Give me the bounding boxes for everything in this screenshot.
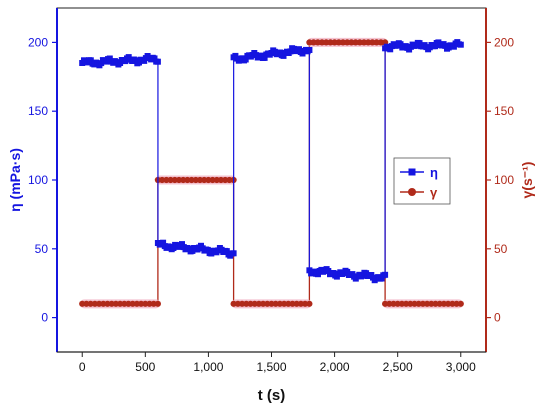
eta-point <box>204 246 211 253</box>
legend-gamma-label: γ <box>430 185 438 200</box>
eta-point <box>87 57 94 64</box>
left-tick-label: 0 <box>41 311 48 325</box>
gamma-point <box>373 39 380 46</box>
eta-point <box>432 43 438 50</box>
right-tick-label: 0 <box>494 311 501 325</box>
eta-point <box>223 248 230 255</box>
eta-point <box>154 58 161 65</box>
eta-point <box>397 41 404 48</box>
eta-point <box>287 48 294 55</box>
x-axis-ticks: 0 500 1,000 1,500 2,000 2,500 3,000 <box>79 352 476 374</box>
eta-point <box>416 40 423 47</box>
gamma-point <box>302 300 309 307</box>
right-axis-label: γ(s⁻¹) <box>519 162 535 199</box>
left-axis-label: η (mPa·s) <box>7 148 23 212</box>
legend-eta-label: η <box>430 165 438 180</box>
x-tick-label: 2,000 <box>320 360 350 374</box>
eta-point <box>382 271 389 278</box>
gamma-point <box>230 300 237 307</box>
legend-box <box>393 157 451 205</box>
right-axis-ticks: 0 50 100 150 200 <box>486 35 514 325</box>
left-tick-label: 100 <box>28 173 48 187</box>
left-tick-label: 200 <box>28 35 48 49</box>
gamma-point <box>457 300 464 307</box>
x-axis-label: t (s) <box>258 387 286 404</box>
legend-gamma-marker <box>408 188 416 196</box>
eta-point <box>315 271 321 278</box>
left-tick-label: 50 <box>35 242 49 256</box>
x-tick-label: 1,500 <box>256 360 286 374</box>
left-axis-ticks: 0 50 100 150 200 <box>28 35 57 325</box>
eta-point <box>306 267 313 274</box>
gamma-point <box>306 300 313 307</box>
eta-point <box>170 245 177 251</box>
right-tick-label: 100 <box>494 173 514 187</box>
legend-eta-marker <box>408 168 416 176</box>
x-tick-label: 3,000 <box>446 360 476 374</box>
eta-point <box>457 41 464 48</box>
x-tick-label: 1,000 <box>193 360 223 374</box>
eta-point <box>378 275 385 282</box>
right-tick-label: 50 <box>494 242 508 256</box>
eta-series <box>79 39 464 284</box>
eta-point <box>387 46 394 53</box>
eta-point <box>261 54 268 61</box>
eta-point <box>151 55 158 62</box>
eta-point <box>160 239 167 246</box>
eta-point <box>306 47 313 53</box>
x-tick-label: 0 <box>79 360 86 374</box>
left-tick-label: 150 <box>28 104 48 118</box>
eta-point <box>242 56 249 63</box>
eta-point <box>325 268 332 274</box>
x-tick-label: 2,500 <box>383 360 413 374</box>
gamma-point <box>154 300 161 307</box>
gamma-point <box>87 300 94 307</box>
right-tick-label: 200 <box>494 35 514 49</box>
eta-point <box>344 268 351 275</box>
x-tick-label: 500 <box>135 360 155 374</box>
gamma-point <box>159 176 166 184</box>
eta-point <box>106 55 113 62</box>
right-tick-label: 150 <box>494 104 514 118</box>
eta-point <box>450 43 457 50</box>
legend: η γ <box>393 157 451 205</box>
gamma-point <box>445 300 452 307</box>
eta-point <box>230 250 237 257</box>
